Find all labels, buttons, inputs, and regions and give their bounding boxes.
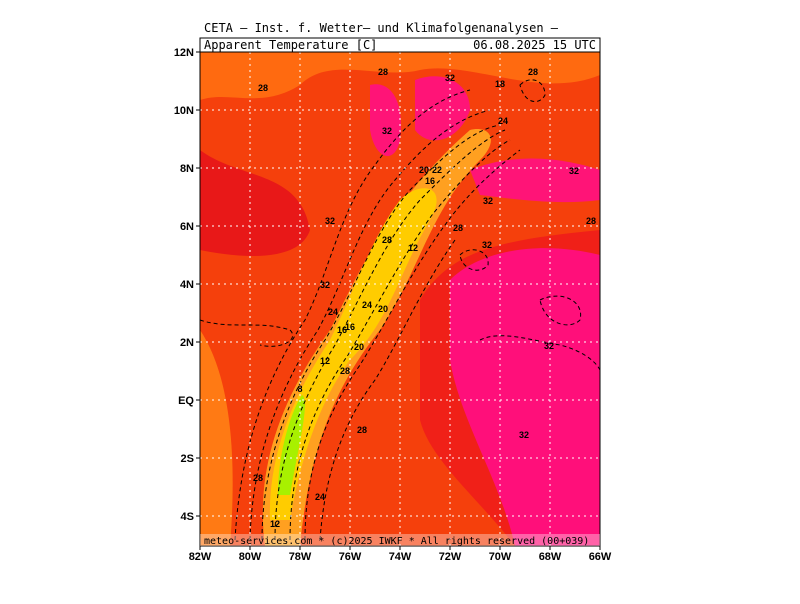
contour-label: 28 [586,216,596,226]
contour-label: 12 [270,519,280,529]
contour-label: 16 [425,176,435,186]
datetime: 06.08.2025 15 UTC [473,38,596,52]
lat-label: 12N [174,47,194,59]
contour-label: 28 [253,473,263,483]
contour-label: 28 [340,366,350,376]
contour-label: 20 [419,165,429,175]
contour-label: 20 [354,342,364,352]
graticule [200,52,600,546]
contour-label: 32 [382,126,392,136]
contour-label: 28 [378,67,388,77]
lon-label: 82W [189,551,212,563]
contour-label: 12 [408,243,418,253]
contour-label: 32 [325,216,335,226]
lon-label: 78W [289,551,312,563]
contour-label: 24 [362,300,372,310]
lon-label: 68W [539,551,562,563]
contour-label: 16 [345,322,355,332]
lat-label: 8N [180,163,194,175]
contour-label: 16 [337,325,347,335]
lat-label: 2N [180,337,194,349]
variable: Apparent_Temperature [C] [204,38,377,52]
lon-label: 76W [339,551,362,563]
lon-label: 74W [389,551,412,563]
footer-band [200,534,600,546]
lon-label: 70W [489,551,512,563]
contour-lines [200,79,600,541]
contour-label: 22 [432,165,442,175]
contour-label: 24 [328,307,338,317]
lat-label: EQ [178,395,194,407]
contour-label: 32 [445,73,455,83]
lat-label: 10N [174,105,194,117]
contour-label: 32 [320,280,330,290]
header-box [199,37,601,53]
contour-label: 24 [498,116,508,126]
contour-label: 20 [378,304,388,314]
contour-label: 32 [544,341,554,351]
lon-label: 72W [439,551,462,563]
lon-label: 80W [239,551,262,563]
contour-label: 28 [382,235,392,245]
contour-label: 32 [482,240,492,250]
contour-label: 32 [483,196,493,206]
lat-label: 2S [181,453,194,465]
contour-label: 28 [357,425,367,435]
contour-label: 28 [453,223,463,233]
contour-label: 24 [315,492,325,502]
footer: meteo-services.com * (c)2025 IWKF * All … [204,536,589,547]
contour-label: 12 [320,356,330,366]
lat-label: 6N [180,221,194,233]
contour-label: 18 [495,79,505,89]
lat-label: 4S [181,511,194,523]
contour-label: 28 [528,67,538,77]
lon-label: 66W [589,551,612,563]
contour-label: 32 [519,430,529,440]
lat-label: 4N [180,279,194,291]
contour-label: 8 [297,384,302,394]
labels: 82W 80W 78W 76W 74W 72W 70W 68W 66W 12N 10N 8N 6N 4N 2… [174,47,612,563]
contour-label: 28 [258,83,268,93]
contour-label: 32 [569,166,579,176]
title: CETA — Inst. f. Wetter— und Klimafolgena… [204,21,559,35]
